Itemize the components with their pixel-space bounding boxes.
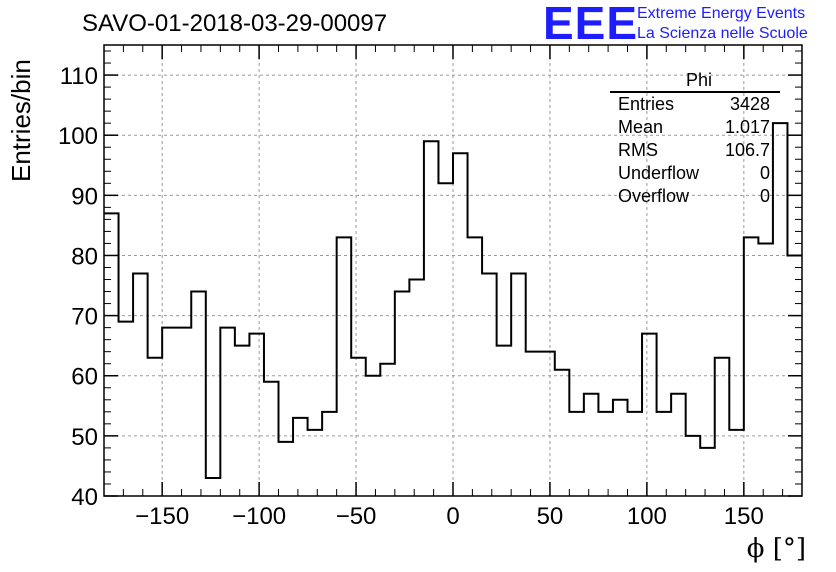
histogram-line — [104, 122, 802, 479]
x-tick-label: 100 — [627, 503, 667, 530]
stats-row-entries: Entries 3428 — [610, 93, 780, 116]
axis-ticks — [104, 45, 802, 497]
y-tick-label: 100 — [58, 123, 98, 150]
y-tick-label: 70 — [71, 304, 98, 331]
stats-label: Underflow — [618, 163, 700, 183]
x-tick-label: −100 — [232, 503, 286, 530]
x-tick-label: 0 — [446, 503, 459, 530]
stats-row-overflow: Overflow 0 — [610, 185, 780, 208]
eee-logo: EEE — [543, 0, 639, 49]
stats-value: 3428 — [729, 94, 770, 114]
x-tick-label: −50 — [336, 503, 377, 530]
tick-labels: −150 −100 −50 0 50 100 150 40 50 60 70 80 90 100 110 — [58, 63, 764, 530]
stats-row-underflow: Underflow 0 — [610, 162, 780, 185]
stats-label: RMS — [618, 140, 658, 160]
stats-row-rms: RMS 106.7 — [610, 139, 780, 162]
chart-title: SAVO-01-2018-03-29-00097 — [82, 10, 388, 37]
stats-row-mean: Mean 1.017 — [610, 116, 780, 139]
x-axis-label: ϕ [°] — [746, 534, 806, 564]
y-tick-label: 110 — [60, 63, 98, 90]
stats-value: 0 — [759, 186, 770, 206]
stats-value: 0 — [759, 163, 770, 183]
x-tick-label: −150 — [135, 503, 189, 530]
stats-label: Overflow — [618, 186, 690, 206]
stats-box: Phi Entries 3428 Mean 1.017 RMS 106.7 Un… — [610, 70, 780, 208]
x-tick-label: 50 — [537, 503, 564, 530]
y-tick-label: 40 — [71, 484, 98, 511]
stats-label: Mean — [618, 117, 664, 137]
stats-label: Entries — [618, 94, 675, 114]
stats-box-title: Phi — [610, 70, 780, 93]
y-tick-label: 60 — [71, 364, 98, 391]
y-tick-label: 90 — [71, 183, 98, 210]
logo-caption-line2: La Scienza nelle Scuole — [637, 25, 808, 42]
y-tick-label: 50 — [71, 424, 98, 451]
stats-value: 106.7 — [724, 140, 770, 160]
x-tick-label: 150 — [724, 503, 764, 530]
logo-caption-line1: Extreme Energy Events — [637, 5, 806, 22]
y-tick-label: 80 — [71, 243, 98, 270]
y-axis-label: Entries/bin — [6, 59, 36, 182]
stats-value: 1.017 — [724, 117, 770, 137]
